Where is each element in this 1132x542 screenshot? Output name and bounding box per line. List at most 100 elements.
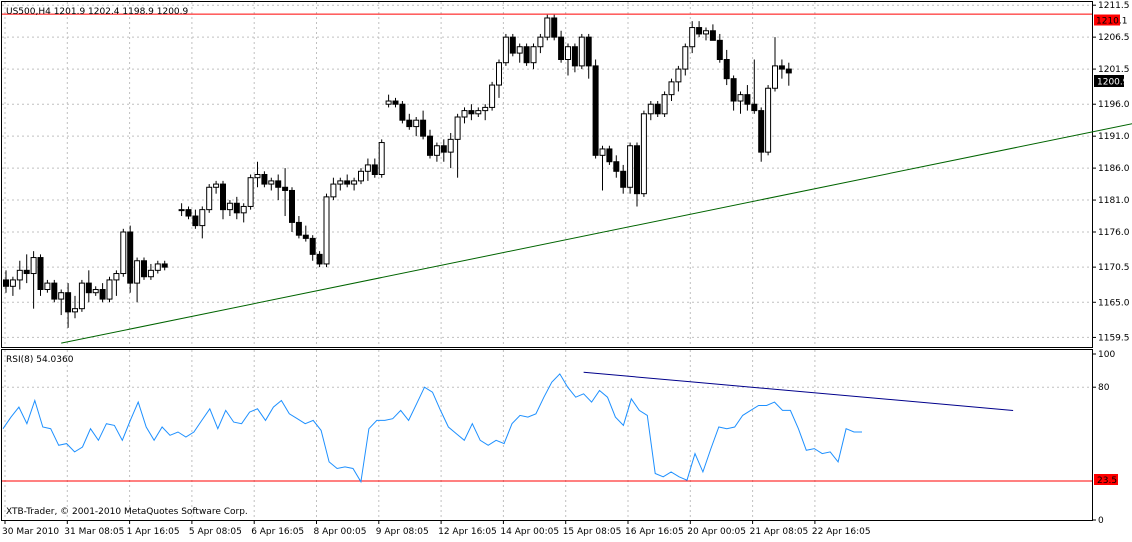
candle-body-up (682, 46, 689, 70)
candle-body-down (309, 237, 316, 255)
resistance-price-badge: 1210.1 (1094, 14, 1128, 27)
candle (106, 276, 113, 303)
candle (565, 43, 571, 76)
candle-body-down (634, 145, 640, 195)
candle (696, 21, 703, 38)
candle-body-down (696, 27, 703, 35)
candle-body-down (606, 148, 613, 163)
candle-body-down (185, 209, 192, 217)
candle-body-up (737, 94, 744, 102)
candle (689, 21, 696, 54)
rsi-tick-label: 80 (1098, 383, 1110, 393)
candle (85, 270, 92, 303)
candle-body-up (120, 231, 127, 275)
candle-body-down (785, 68, 792, 74)
price-axis: 1211.5 1206.5 1201.5 1196.0 1191.0 1186.0 1181… (1092, 1, 1130, 343)
candle-body-down (778, 65, 785, 70)
candle-body-up (447, 138, 454, 153)
candle-body-up (647, 103, 654, 115)
candle (413, 117, 420, 137)
candle-body-down (275, 180, 282, 188)
candle-body-down (592, 65, 599, 156)
candle-body-down (37, 257, 44, 290)
candle-body-up (675, 68, 682, 83)
candle-body-down (744, 94, 751, 105)
candle (482, 104, 489, 121)
price-tick-label: 1170.5 (1098, 263, 1130, 273)
candle (399, 101, 406, 124)
candle-body-up (454, 116, 461, 140)
candle (199, 206, 206, 239)
candle-body-down (127, 231, 134, 284)
candle (585, 33, 592, 79)
candle (496, 59, 502, 98)
time-tick-label: 31 Mar 08:05 (64, 527, 124, 537)
candle-body-down (709, 30, 716, 41)
time-tick-label: 20 Apr 00:05 (687, 527, 746, 537)
candle-body-down (654, 103, 661, 115)
candle (154, 260, 161, 274)
candle (668, 78, 675, 102)
last-price-label: 1200.9 (1097, 78, 1129, 88)
candle (537, 33, 544, 54)
candle (385, 94, 392, 108)
candle-body-up (661, 94, 668, 115)
last-price-badge: 1200.9 (1094, 75, 1129, 88)
resistance-price-label: 1210.1 (1096, 17, 1128, 27)
candle (634, 142, 640, 207)
candle-body-up (537, 36, 544, 48)
rsi-grid (2, 350, 1092, 520)
rsi-trend-line (583, 371, 1014, 411)
candle-body-up (9, 279, 16, 287)
candle (23, 254, 30, 284)
candle-body-up (254, 174, 261, 179)
candle (147, 263, 154, 280)
candle (744, 85, 751, 111)
candle (113, 270, 120, 296)
rsi-level-label: 23.5 (1097, 476, 1117, 486)
candle-body-up (544, 17, 551, 38)
candle (58, 289, 65, 316)
candle-body-up (489, 84, 496, 108)
candle-body-up (30, 257, 37, 275)
rsi-header: RSI(8) 54.0360 (6, 355, 74, 365)
candle (516, 43, 523, 63)
candle (233, 196, 240, 220)
candles (3, 14, 792, 328)
candle (72, 295, 78, 319)
candle (392, 97, 399, 108)
candle (502, 33, 509, 66)
candle (127, 225, 134, 293)
rsi-lines (2, 371, 1092, 484)
candle (192, 209, 199, 229)
candle (737, 91, 744, 114)
candle (647, 101, 654, 121)
candle (544, 14, 551, 41)
candle (9, 276, 16, 296)
candle-body-up (106, 279, 113, 300)
candle (247, 174, 254, 210)
candle (316, 251, 323, 268)
candle (289, 187, 295, 232)
candle (682, 43, 689, 76)
candle (427, 129, 433, 159)
candle (254, 161, 261, 188)
candle (344, 174, 351, 188)
candle-body-down (723, 59, 730, 80)
candle-body-down (406, 119, 413, 128)
candle (92, 286, 99, 296)
price-tick-label: 1181.0 (1098, 196, 1130, 206)
candle-body-down (613, 161, 620, 172)
candle (351, 177, 358, 191)
price-lines (2, 13, 1132, 344)
candle-body-down (716, 39, 723, 60)
candle (3, 270, 9, 293)
candle (51, 279, 58, 303)
candle (268, 177, 275, 191)
candle (261, 171, 268, 188)
candle (220, 180, 226, 220)
candle (161, 260, 168, 271)
candle-body-up (358, 170, 364, 182)
